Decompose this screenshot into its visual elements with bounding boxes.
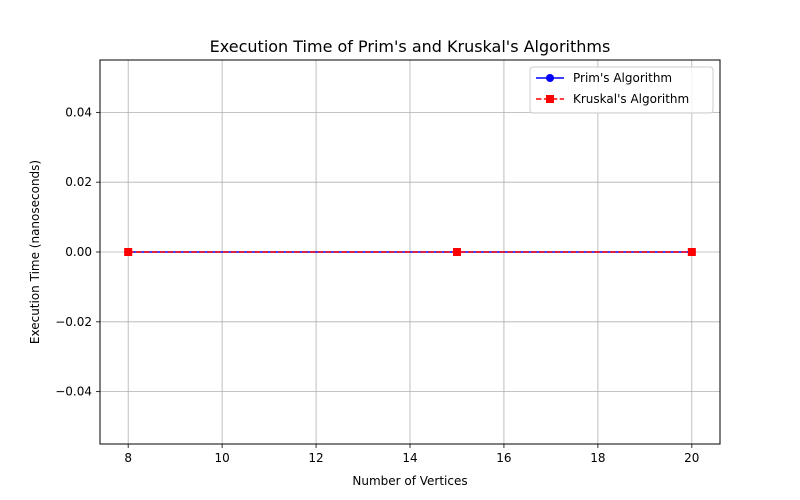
legend: Prim's Algorithm Kruskal's Algorithm — [529, 66, 714, 114]
legend-label: Prim's Algorithm — [573, 71, 672, 85]
series-point — [124, 248, 133, 256]
y-tick-label: 0.02 — [65, 175, 92, 189]
y-axis: −0.04 −0.02 0.00 0.02 0.04 — [55, 105, 100, 399]
x-axis: 8 10 12 14 16 18 20 — [124, 444, 699, 465]
x-tick-label: 14 — [402, 451, 417, 465]
legend-marker — [546, 95, 554, 103]
x-tick-label: 16 — [496, 451, 511, 465]
y-tick-label: 0.00 — [65, 245, 92, 259]
x-axis-title: Number of Vertices — [352, 474, 467, 488]
y-tick-label: −0.02 — [55, 315, 92, 329]
x-tick-label: 12 — [308, 451, 323, 465]
series-point — [687, 248, 696, 256]
x-tick-label: 10 — [214, 451, 229, 465]
chart-title: Execution Time of Prim's and Kruskal's A… — [210, 37, 611, 56]
series-point — [452, 248, 461, 256]
x-tick-label: 20 — [684, 451, 699, 465]
legend-box — [529, 66, 714, 114]
legend-label: Kruskal's Algorithm — [573, 92, 689, 106]
plot-series — [124, 248, 696, 256]
y-tick-label: −0.04 — [55, 385, 92, 399]
y-tick-label: 0.04 — [65, 105, 92, 119]
legend-marker — [546, 74, 554, 82]
y-axis-title: Execution Time (nanoseconds) — [28, 160, 42, 344]
x-tick-label: 8 — [124, 451, 132, 465]
x-tick-label: 18 — [590, 451, 605, 465]
